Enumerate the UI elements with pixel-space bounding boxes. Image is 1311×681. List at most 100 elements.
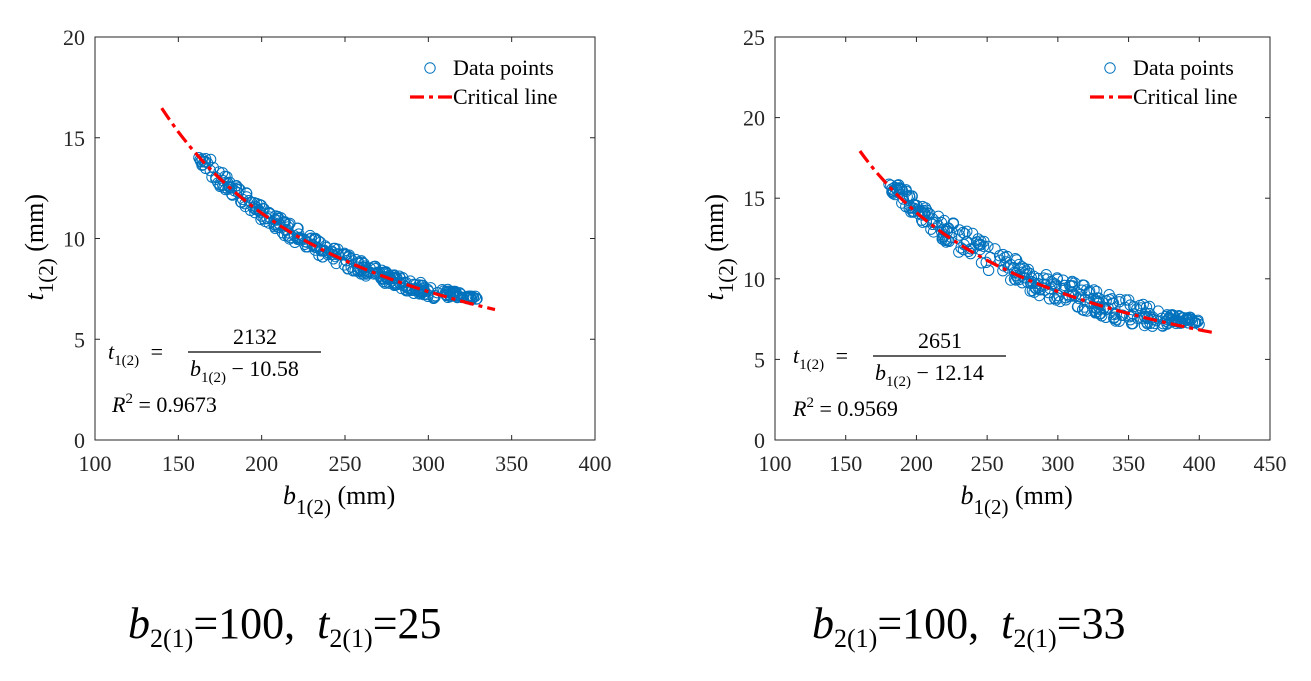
data-point bbox=[193, 152, 205, 164]
equation-lhs-sub: 1(2) bbox=[799, 357, 824, 373]
y-tick-label: 15 bbox=[743, 186, 765, 211]
x-axis-label-var: b bbox=[283, 481, 296, 510]
caption-separator: , bbox=[284, 599, 296, 648]
y-tick-label: 10 bbox=[63, 227, 85, 252]
equation-numerator: 2132 bbox=[233, 324, 277, 349]
caption-separator: , bbox=[968, 599, 980, 648]
legend: Data points Critical line bbox=[1090, 55, 1237, 109]
x-tick-label: 200 bbox=[900, 451, 933, 476]
r-squared-value: = 0.9569 bbox=[814, 396, 898, 421]
equation-denominator-var: b bbox=[875, 360, 886, 385]
x-tick-label: 100 bbox=[759, 451, 792, 476]
data-point bbox=[371, 268, 383, 280]
equation-lhs-var: t bbox=[793, 343, 800, 368]
y-tick-label: 25 bbox=[743, 25, 765, 50]
caption-b-sub: 2(1) bbox=[834, 624, 878, 654]
data-point bbox=[919, 202, 932, 214]
data-point bbox=[315, 245, 327, 257]
data-point bbox=[223, 180, 235, 193]
data-point bbox=[978, 235, 990, 248]
data-point bbox=[977, 240, 990, 253]
data-point bbox=[903, 199, 916, 212]
caption-t-value: =25 bbox=[372, 599, 442, 648]
data-point bbox=[1076, 284, 1088, 296]
data-point bbox=[464, 290, 476, 302]
chart-right: 100 150 200 250 300 350 400 450 0 5 10 15 20 25 Data p… bbox=[700, 25, 1287, 519]
data-point bbox=[1106, 293, 1118, 305]
y-axis-label-unit: (mm) bbox=[700, 194, 729, 258]
critical-line bbox=[160, 107, 496, 312]
caption-b-var: b bbox=[128, 599, 150, 648]
data-point bbox=[1041, 273, 1054, 285]
data-point bbox=[925, 223, 937, 235]
y-axis-label-sub: 1(2) bbox=[714, 258, 738, 293]
x-tick-label: 400 bbox=[579, 451, 612, 476]
r-squared: R2 = 0.9569 bbox=[792, 395, 898, 421]
x-tick-label: 350 bbox=[1112, 451, 1145, 476]
data-point bbox=[961, 225, 973, 238]
y-axis-label-var: t bbox=[20, 293, 49, 301]
y-axis-label-var: t bbox=[700, 293, 729, 301]
data-point bbox=[993, 250, 1006, 262]
data-point bbox=[1051, 272, 1063, 284]
equation-denominator-rest: − 12.14 bbox=[911, 360, 984, 385]
y-tick-label: 0 bbox=[754, 428, 765, 453]
data-point bbox=[368, 268, 380, 280]
data-point bbox=[1164, 309, 1177, 322]
x-axis-label-unit: (mm) bbox=[331, 481, 395, 510]
chart-left: 100 150 200 250 300 350 400 0 5 10 15 20 Data points… bbox=[20, 25, 612, 519]
x-tick-label: 250 bbox=[971, 451, 1004, 476]
equation-equals: = bbox=[830, 343, 848, 368]
data-point bbox=[966, 227, 979, 240]
data-point bbox=[340, 249, 352, 261]
data-point bbox=[194, 154, 206, 166]
data-point bbox=[953, 229, 965, 241]
y-tick-label: 0 bbox=[74, 428, 85, 453]
legend-label-critical-line: Critical line bbox=[453, 84, 557, 109]
data-point bbox=[251, 202, 263, 214]
data-point bbox=[343, 249, 355, 261]
data-point bbox=[998, 260, 1010, 272]
caption-t-var: t bbox=[317, 599, 330, 648]
data-point bbox=[883, 178, 895, 190]
data-point bbox=[247, 202, 260, 214]
data-point bbox=[975, 257, 988, 269]
y-tick-label: 20 bbox=[63, 25, 85, 50]
equation-equals: = bbox=[145, 339, 163, 364]
data-point bbox=[292, 233, 304, 246]
equation-lhs-var: t bbox=[108, 339, 115, 364]
data-point bbox=[923, 208, 936, 220]
x-tick-label: 100 bbox=[79, 451, 112, 476]
data-point bbox=[932, 210, 945, 223]
x-tick-label: 200 bbox=[245, 451, 278, 476]
data-point bbox=[249, 203, 262, 216]
x-axis-label-var: b bbox=[961, 481, 974, 510]
equation-denominator-var: b bbox=[190, 356, 201, 381]
x-axis-label-unit: (mm) bbox=[1009, 481, 1073, 510]
r-squared-sup: 2 bbox=[125, 391, 133, 407]
data-point bbox=[917, 204, 929, 217]
data-point bbox=[1113, 315, 1125, 327]
caption-t-sub: 2(1) bbox=[1013, 624, 1057, 654]
y-tick-label: 5 bbox=[754, 347, 765, 372]
data-point bbox=[975, 238, 987, 251]
x-tick-label: 350 bbox=[495, 451, 528, 476]
data-point bbox=[1138, 319, 1151, 332]
data-point bbox=[1005, 274, 1017, 286]
data-points-series bbox=[883, 178, 1205, 332]
caption-t-sub: 2(1) bbox=[329, 624, 373, 654]
data-point bbox=[1071, 301, 1084, 313]
y-tick-label: 5 bbox=[74, 327, 85, 352]
data-point bbox=[269, 214, 281, 226]
plot-area bbox=[774, 36, 1271, 441]
equation-lhs: t1(2) = bbox=[793, 343, 848, 373]
data-point bbox=[982, 264, 995, 276]
data-point bbox=[284, 217, 296, 230]
data-point bbox=[900, 184, 912, 196]
data-point bbox=[1077, 279, 1089, 291]
y-tick-label: 15 bbox=[63, 126, 85, 151]
data-point bbox=[1024, 285, 1036, 297]
data-point bbox=[1100, 311, 1112, 323]
legend: Data points Critical line bbox=[410, 55, 557, 109]
x-tick-label: 400 bbox=[1183, 451, 1216, 476]
